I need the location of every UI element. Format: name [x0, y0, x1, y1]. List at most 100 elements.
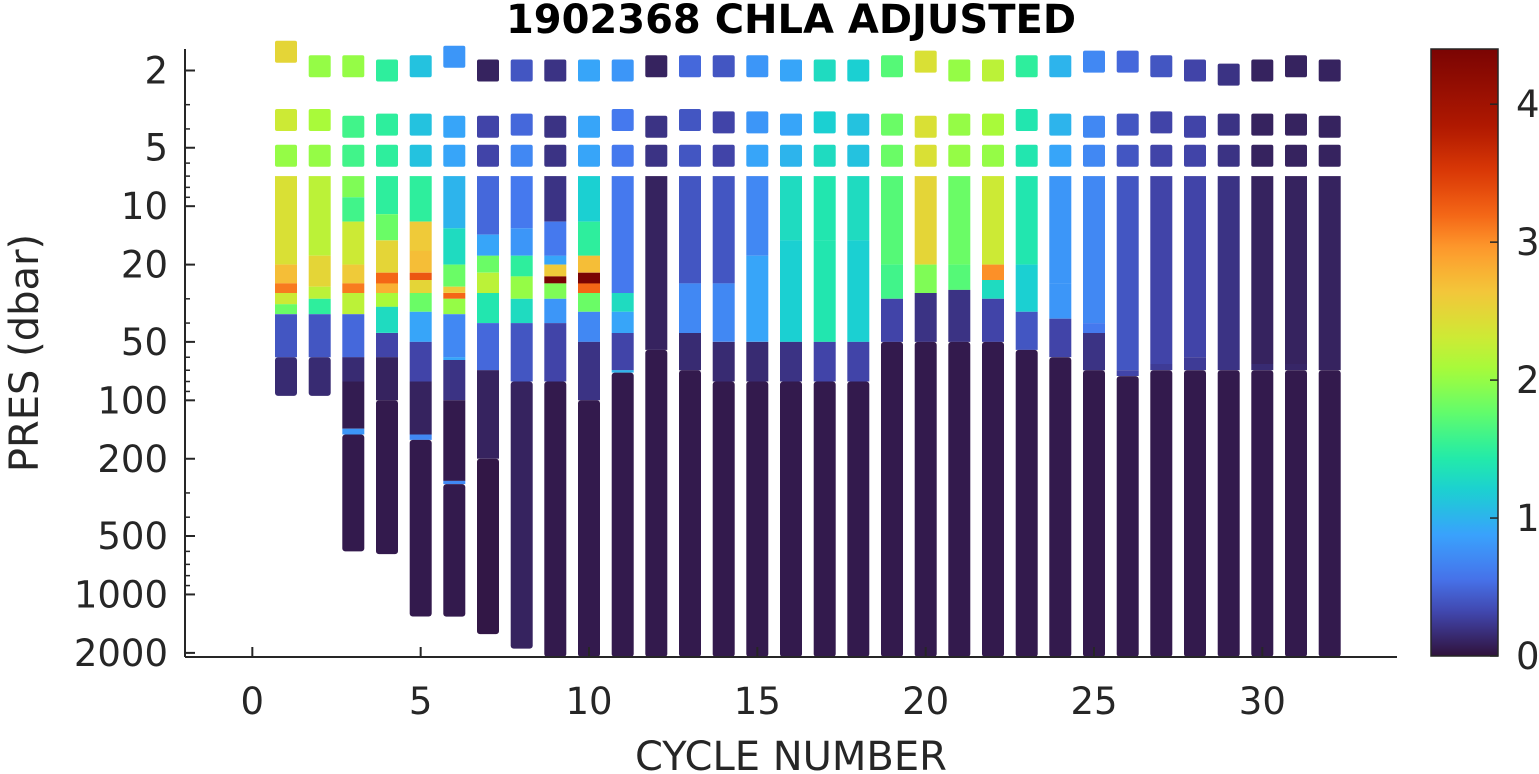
- cell-c7-4: [477, 234, 499, 256]
- cell-c24-4: [1049, 283, 1072, 319]
- cell-c21-2: [948, 144, 971, 167]
- cell-c15-1: [746, 111, 769, 134]
- profile-cycle-14: [712, 55, 735, 657]
- cell-c18-0: [847, 59, 870, 82]
- cell-c4-0: [376, 59, 398, 82]
- colorbar: 0 1 2 3 4: [1430, 48, 1539, 678]
- cell-c14-6: [712, 381, 735, 657]
- cell-c13-6: [679, 370, 701, 657]
- cell-c24-3: [1049, 176, 1072, 284]
- cell-c5-9: [409, 311, 432, 342]
- profile-cycle-20: [914, 50, 937, 657]
- cell-c7-7: [477, 293, 499, 324]
- cell-c21-0: [948, 59, 971, 82]
- x-tick-label-15: 15: [734, 680, 781, 723]
- cell-c5-5: [409, 250, 432, 273]
- cell-c9-11: [544, 381, 567, 657]
- cell-c7-1: [477, 115, 499, 138]
- cell-c9-2: [544, 144, 567, 167]
- cell-c28-4: [1184, 357, 1206, 371]
- cell-c29-4: [1217, 364, 1240, 371]
- x-tick-label-25: 25: [1070, 680, 1117, 723]
- cell-c12-1: [645, 115, 668, 138]
- cell-c3-9: [342, 314, 365, 358]
- cell-c3-0: [342, 55, 365, 78]
- x-tick-label-20: 20: [902, 680, 949, 723]
- profile-cycle-11: [611, 59, 634, 657]
- cell-c15-5: [746, 341, 769, 382]
- cell-c16-6: [780, 381, 802, 657]
- cell-c17-3: [813, 176, 836, 241]
- cell-c21-6: [948, 341, 971, 657]
- cell-c30-5: [1251, 370, 1274, 657]
- cell-c9-9: [544, 298, 567, 324]
- cell-c5-13: [409, 439, 432, 617]
- cell-c32-3: [1318, 176, 1341, 364]
- cell-c21-3: [948, 176, 971, 265]
- cell-c8-7: [510, 298, 533, 324]
- cell-c3-8: [342, 293, 365, 315]
- profile-cycle-22: [982, 59, 1004, 657]
- cell-c1-8: [275, 314, 297, 358]
- profile-cycle-29: [1217, 63, 1240, 657]
- cell-c27-1: [1150, 111, 1173, 134]
- cell-c18-4: [847, 240, 870, 342]
- x-tick-label-0: 0: [241, 680, 265, 723]
- cell-c26-0: [1116, 50, 1139, 73]
- cell-c11-7: [611, 370, 634, 373]
- cell-c6-5: [443, 264, 466, 287]
- cell-c28-0: [1184, 59, 1206, 82]
- cell-c10-0: [578, 59, 600, 82]
- cell-c9-8: [544, 283, 567, 299]
- cell-c30-3: [1251, 176, 1274, 364]
- cell-c29-3: [1217, 176, 1240, 364]
- cell-c20-1: [914, 115, 937, 138]
- y-tick-label-500: 500: [97, 515, 168, 558]
- cell-c28-1: [1184, 115, 1206, 138]
- cell-c4-4: [376, 214, 398, 241]
- profile-cycle-30: [1251, 59, 1274, 657]
- cell-c2-3: [308, 176, 331, 256]
- cell-c1-6: [275, 293, 297, 305]
- cell-c25-2: [1083, 144, 1105, 167]
- cell-c16-1: [780, 113, 802, 136]
- cell-c17-1: [813, 111, 836, 134]
- cell-c12-0: [645, 55, 668, 78]
- cell-c18-3: [847, 176, 870, 241]
- cell-c32-0: [1318, 59, 1341, 82]
- cell-c19-0: [881, 55, 903, 78]
- cell-c14-2: [712, 144, 735, 167]
- chart-title: 1902368 CHLA ADJUSTED: [505, 0, 1077, 43]
- cell-c26-2: [1116, 144, 1139, 167]
- x-tick-label-30: 30: [1239, 680, 1286, 723]
- cell-c4-8: [376, 293, 398, 307]
- cell-c10-3: [578, 176, 600, 222]
- cell-c29-2: [1217, 144, 1240, 167]
- cell-c20-6: [914, 341, 937, 657]
- cell-c10-2: [578, 144, 600, 167]
- cell-c20-2: [914, 144, 937, 167]
- cell-c15-4: [746, 255, 769, 342]
- cell-c2-7: [308, 314, 331, 358]
- cell-c23-6: [1015, 349, 1038, 657]
- y-tick-label-200: 200: [97, 438, 168, 481]
- cell-c28-3: [1184, 176, 1206, 358]
- cell-c14-5: [712, 341, 735, 382]
- cell-c5-10: [409, 341, 432, 382]
- cell-c6-12: [443, 400, 466, 481]
- cell-c6-11: [443, 360, 466, 401]
- profile-cycle-26: [1116, 50, 1139, 657]
- cell-c22-4: [982, 264, 1004, 280]
- y-tick-label-100: 100: [97, 379, 168, 422]
- cell-c26-1: [1116, 113, 1139, 136]
- plot-axes: [184, 49, 1397, 658]
- cell-c3-6: [342, 264, 365, 284]
- cell-c15-2: [746, 144, 769, 167]
- cell-c32-4: [1318, 364, 1341, 371]
- profile-cycle-25: [1083, 50, 1105, 657]
- cell-c17-2: [813, 144, 836, 167]
- cell-c7-3: [477, 176, 499, 235]
- cell-c2-2: [308, 144, 331, 167]
- y-axis-label: PRES (dbar): [2, 234, 48, 472]
